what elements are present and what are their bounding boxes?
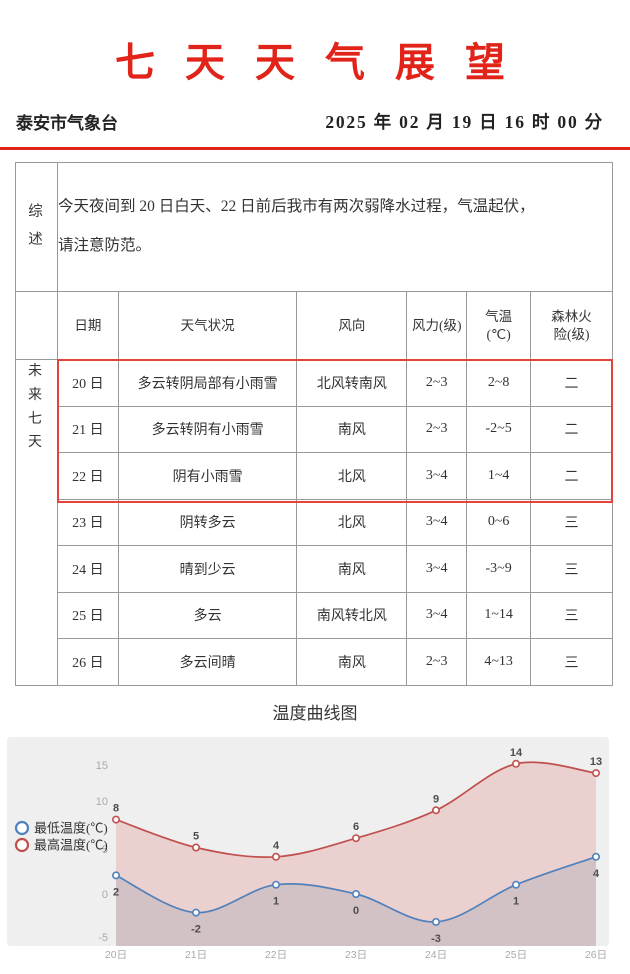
svg-text:1: 1 — [513, 896, 519, 908]
svg-text:4: 4 — [593, 868, 600, 880]
svg-text:21日: 21日 — [185, 949, 207, 961]
svg-text:0: 0 — [353, 905, 359, 917]
svg-text:8: 8 — [113, 803, 119, 815]
svg-text:25日: 25日 — [505, 949, 527, 961]
svg-text:20日: 20日 — [105, 949, 127, 961]
svg-text:5: 5 — [193, 831, 199, 843]
svg-text:6: 6 — [353, 821, 359, 833]
svg-text:最低温度(℃): 最低温度(℃) — [34, 821, 108, 836]
svg-text:26日: 26日 — [585, 949, 607, 961]
svg-text:最高温度(℃): 最高温度(℃) — [34, 838, 108, 853]
svg-text:23日: 23日 — [345, 949, 367, 961]
svg-text:0: 0 — [102, 889, 108, 901]
svg-text:2: 2 — [113, 886, 119, 898]
svg-text:14: 14 — [510, 747, 523, 759]
svg-text:-5: -5 — [98, 932, 108, 944]
svg-text:13: 13 — [590, 756, 602, 768]
svg-text:24日: 24日 — [425, 949, 447, 961]
svg-text:-3: -3 — [431, 933, 441, 945]
svg-text:15: 15 — [96, 760, 108, 772]
svg-text:1: 1 — [273, 896, 279, 908]
svg-text:9: 9 — [433, 793, 439, 805]
svg-text:-2: -2 — [191, 924, 201, 936]
svg-text:10: 10 — [96, 796, 108, 808]
svg-text:22日: 22日 — [265, 949, 287, 961]
svg-text:4: 4 — [273, 840, 280, 852]
